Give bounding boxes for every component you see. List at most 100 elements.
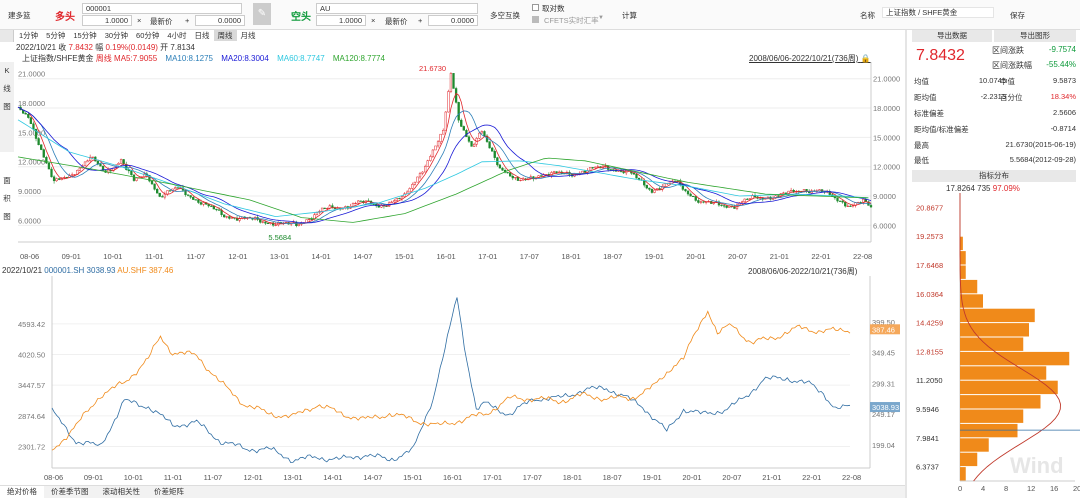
candle-body [846,205,849,207]
histogram-chart[interactable]: 20.8677 19.2573 17.6468 16.0364 14.4259 12.81… [910,193,1080,498]
candle-body [295,222,298,226]
period-tab[interactable]: 60分钟 [136,31,160,40]
short-code-input[interactable] [316,3,478,14]
candle-body [58,178,61,180]
period-tab[interactable]: 30分钟 [104,31,129,40]
candle-body [217,209,221,211]
compare-chart[interactable]: 4593.42 4020.50 3447.57 2874.64 2301.72 399.5… [0,276,905,486]
min-value: 5.5684(2012-09-28) [1009,155,1076,164]
long-offset-input[interactable]: 0.0000 [195,15,245,26]
lock-icon[interactable]: 🔒 [860,54,871,63]
long-price-select[interactable]: 最新价 [150,17,173,26]
candle-body [686,190,690,195]
candle-body [400,196,404,200]
candle-body [166,190,169,195]
candle-body [591,167,594,169]
cfets-dropdown-icon[interactable]: ▼ [598,15,604,21]
period-tab[interactable]: 日线 [194,31,210,40]
candle-body [480,131,484,134]
hist-bar [960,279,978,294]
kline-chart[interactable]: 21.0000 21.0000 18.0000 18.0000 15.0000 15.00… [16,62,905,262]
panel-divider[interactable] [905,30,907,498]
candle-body [199,202,203,205]
candle-body [859,202,862,204]
cfets-select[interactable]: CFETS实时汇率 [544,16,599,25]
candle-body [297,223,301,226]
k-x-tick: 14-01 [312,252,331,261]
log-checkbox[interactable] [532,4,539,11]
candle-body [712,202,715,204]
k-range[interactable]: 2008/06/06-2022/10/21(736周) 🔒 [749,53,871,64]
candle-body [645,184,648,189]
chg-value: 0.19%(0.0149) [105,43,158,52]
z-value: -0.8714 [1050,124,1076,133]
bottom-tab[interactable]: 滚动相关性 [102,487,141,496]
period-tab[interactable]: 4小时 [167,31,187,40]
period-tab[interactable]: 15分钟 [73,31,97,40]
z-label: 距均值/标准偏差 [914,125,969,134]
kline-side-tab[interactable]: K 线 图 [0,62,14,152]
side-product: 积 [3,194,11,203]
long-qty-input[interactable]: 1.0000 [82,15,132,26]
hist-level: 20.8677 [916,203,943,212]
c-x-tick: 21-01 [762,473,781,482]
candle-body [588,167,592,171]
short-multiply-sign: × [371,16,376,25]
candle-body [174,187,177,190]
k-x-tick: 16-01 [437,252,456,261]
bottom-tab[interactable]: 价差季节图 [51,487,89,496]
interval-pct: -55.44% [1046,60,1076,69]
candle-body [583,170,587,173]
candle-body [372,204,375,206]
hist-x-tick: 8 [1004,484,1008,493]
ma5-line [17,92,872,225]
name-input[interactable] [882,7,994,18]
long-short-swap-button[interactable]: 多空互换 [490,11,520,20]
candle-body [844,201,847,207]
mean-label: 均值 [914,77,929,86]
edit-pencil-icon[interactable]: ✎ [253,3,271,25]
close-value: 7.8432 [68,43,93,52]
k-x-tick: 19-01 [645,252,664,261]
candle-body [429,156,432,161]
short-qty-input[interactable]: 1.0000 [316,15,366,26]
candle-body [692,195,695,198]
long-code-input[interactable] [82,3,242,14]
c-right-tick: 249.17 [872,410,895,419]
export-chart-button[interactable]: 导出图形 [994,30,1076,42]
candle-body [622,171,625,174]
period-tab[interactable]: 周线 [213,30,237,41]
period-tab[interactable]: 1分钟 [19,31,39,40]
calculate-button[interactable]: 计算 [622,11,637,20]
bottom-tab[interactable]: 价差矩阵 [154,487,184,496]
period-tab[interactable]: 5分钟 [46,31,66,40]
sym1-value: 3038.93 [86,266,116,275]
ma10-line [17,106,872,225]
ma20-label: MA20:8.3004 [221,54,269,63]
k-y-tick-right: 12.0000 [873,163,900,172]
area-side-tab[interactable]: 面 积 图 [0,172,14,232]
strategy-label[interactable]: 建多篮 [8,11,31,20]
candle-body [439,133,442,143]
save-button[interactable]: 保存 [1010,11,1025,20]
short-offset-input[interactable]: 0.0000 [428,15,478,26]
candle-body [436,141,440,147]
min-label: 最低 [914,156,929,165]
short-price-select[interactable]: 最新价 [385,17,408,26]
candle-body [130,170,133,176]
candle-body [223,214,226,218]
bottom-tab[interactable]: 绝对价格 [0,486,44,498]
candle-body [609,169,612,171]
hist-bar [960,467,966,481]
candle-body [838,200,842,202]
candle-body [45,157,48,164]
candle-body [78,167,81,171]
hist-bar [960,337,1024,351]
candle-body [467,136,471,142]
period-tab[interactable]: 月线 [240,31,256,40]
dist-title: 指标分布 [912,170,1076,182]
cfets-checkbox[interactable] [532,16,539,23]
hist-x-tick: 20 [1073,484,1080,493]
candle-body [748,198,752,200]
export-data-button[interactable]: 导出数据 [912,30,992,42]
